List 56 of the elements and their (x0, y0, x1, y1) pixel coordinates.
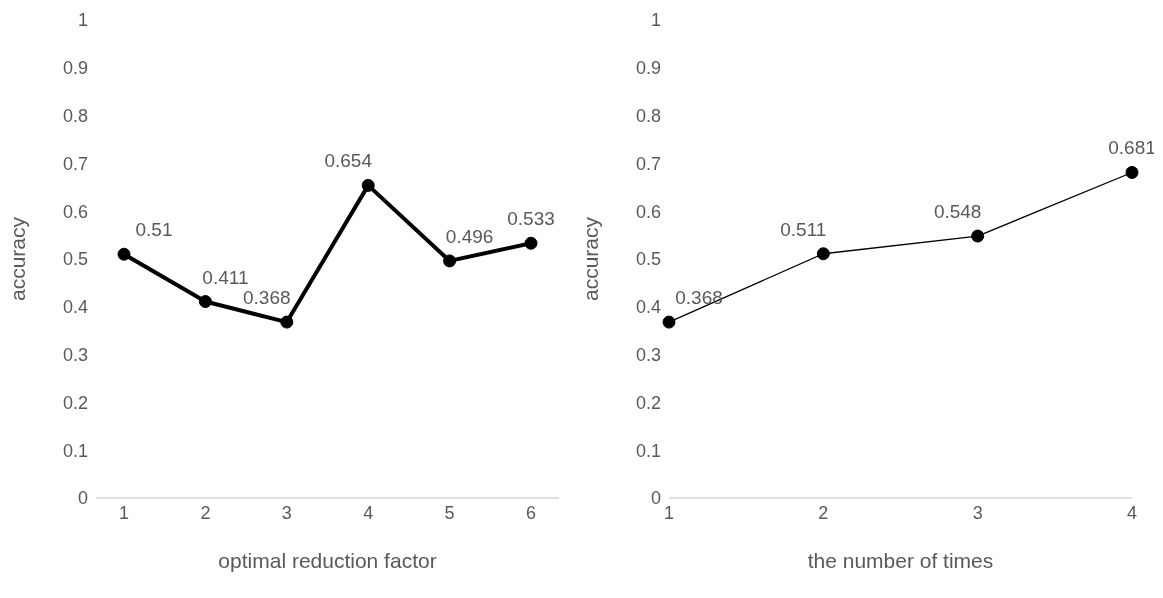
x-tick-label: 4 (1126, 502, 1138, 523)
data-label: 0.511 (780, 218, 827, 240)
y-tick-label: 0.1 (62, 440, 88, 461)
x-tick-label: 5 (444, 502, 455, 523)
data-label: 0.654 (324, 150, 373, 172)
y-tick-label: 0 (650, 488, 661, 509)
y-tick-label: 0.3 (62, 344, 88, 365)
data-label: 0.496 (445, 225, 494, 247)
x-axis-title: optimal reduction factor (218, 549, 437, 572)
point (117, 247, 131, 261)
y-tick-label: 0.6 (62, 201, 88, 222)
y-tick-label: 0.4 (62, 297, 88, 318)
y-tick-label: 0.2 (62, 392, 88, 413)
y-axis-title: accuracy (579, 216, 603, 302)
point (443, 254, 457, 268)
point (524, 236, 538, 250)
y-tick-label: 1 (650, 10, 661, 31)
point (361, 178, 375, 192)
y-tick-label: 0.9 (62, 58, 88, 79)
data-label: 0.51 (135, 219, 173, 241)
y-tick-label: 0.8 (635, 105, 661, 126)
point (280, 315, 294, 329)
point (1125, 165, 1139, 179)
y-tick-label: 0.2 (635, 392, 661, 413)
x-tick-label: 4 (363, 502, 374, 523)
x-tick-label: 1 (118, 502, 130, 523)
data-label: 0.368 (243, 287, 291, 309)
data-label: 0.411 (202, 266, 249, 288)
y-tick-label: 0.7 (62, 153, 88, 174)
x-tick-label: 6 (525, 502, 537, 523)
data-label: 0.368 (675, 287, 723, 309)
data-label: 0.548 (933, 201, 982, 223)
y-tick-label: 0.4 (635, 297, 661, 318)
y-tick-label: 0.1 (635, 440, 661, 461)
point (198, 295, 212, 309)
y-tick-label: 0.8 (62, 105, 88, 126)
y-tick-label: 0.6 (635, 201, 661, 222)
y-axis-title: accuracy (6, 216, 30, 302)
y-tick-label: 0 (77, 488, 88, 509)
point (662, 315, 676, 329)
y-tick-label: 0.5 (635, 249, 661, 270)
x-axis-title: the number of times (807, 549, 994, 572)
data-label: 0.533 (507, 208, 555, 230)
data-label: 0.681 (1108, 137, 1156, 159)
y-tick-label: 0.3 (635, 344, 661, 365)
x-tick-label: 1 (663, 502, 675, 523)
y-tick-label: 0.5 (62, 249, 88, 270)
point (816, 247, 830, 261)
y-tick-label: 0.7 (635, 153, 661, 174)
y-tick-label: 0.9 (635, 58, 661, 79)
x-tick-label: 3 (972, 502, 983, 523)
x-tick-label: 2 (818, 502, 829, 523)
x-tick-label: 2 (200, 502, 211, 523)
y-tick-label: 1 (77, 10, 88, 31)
point (971, 229, 985, 243)
x-tick-label: 3 (281, 502, 292, 523)
